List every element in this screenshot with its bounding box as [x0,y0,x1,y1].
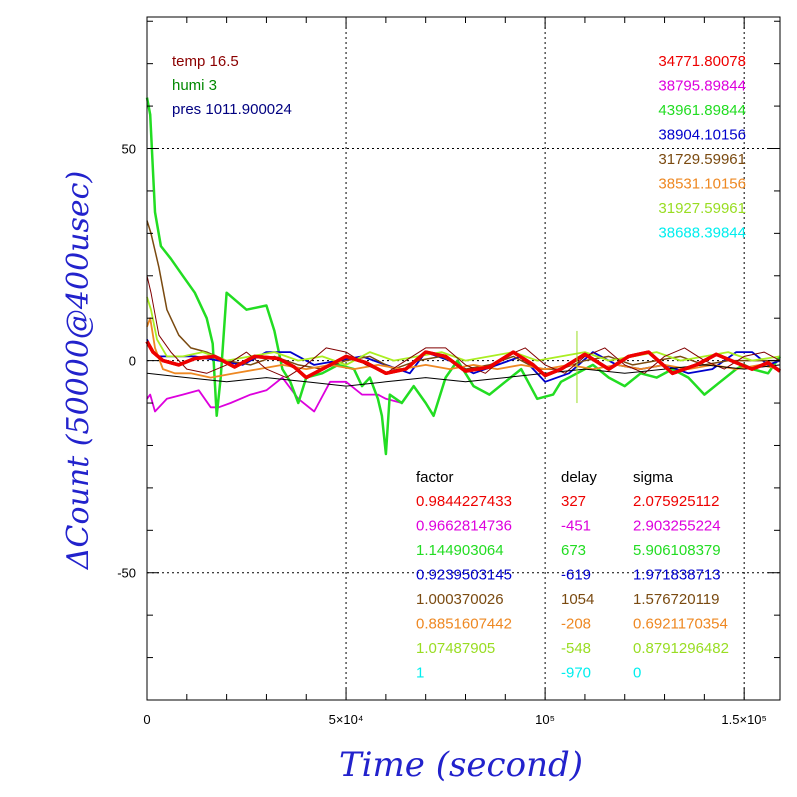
x-tick-label: 0 [143,712,150,727]
table-cell-sigma: 1.576720119 [633,591,719,608]
condition-text: temp 16.5 [172,53,239,70]
table-cell-delay: -451 [561,518,591,535]
legend-value: 34771.80078 [658,53,746,70]
legend-value: 38688.39844 [658,225,746,242]
table-cell-factor: 1 [416,665,424,682]
x-tick-label: 10⁵ [535,712,555,727]
y-tick-label: 50 [122,142,136,157]
y-tick-label: -50 [117,566,136,581]
table-cell-factor: 1.144903064 [416,542,504,559]
table-cell-delay: -208 [561,616,591,633]
legend-values: 34771.80078 38795.89844 43961.89844 38904.1… [658,53,746,242]
table-cell-delay: 673 [561,542,586,559]
series-line-10 [146,364,781,387]
legend-value: 38795.89844 [658,78,746,95]
x-tick-label: 1.5×10⁵ [721,712,767,727]
tick-labels: 0 5×10⁴ 10⁵ 1.5×10⁵ 50 0 -50 [117,142,767,727]
condition-text: humi 3 [172,77,217,94]
table-header-sigma: sigma [633,469,674,486]
y-tick-label: 0 [129,354,136,369]
table-cell-factor: 0.9662814736 [416,518,512,535]
legend-value: 43961.89844 [658,102,746,119]
series-line-4 [145,97,782,456]
legend-value: 31927.59961 [658,200,746,217]
condition-text: pres 1011.900024 [172,101,292,118]
x-axis-title: Time (second) [339,745,583,785]
table-cell-delay: 1054 [561,591,594,608]
legend-value: 38904.10156 [658,127,746,144]
plot-frame [146,16,781,701]
conditions-annotation: temp 16.5 humi 3 pres 1011.900024 [172,53,292,118]
table-cell-delay: -619 [561,567,591,584]
table-header-delay: delay [561,469,597,486]
table-cell-delay: -970 [561,665,591,682]
table-cell-sigma: 5.906108379 [633,542,721,559]
series-line-9 [146,275,781,379]
table-header-factor: factor [416,469,454,486]
table-cell-factor: 0.8851607442 [416,616,512,633]
table-cell-factor: 0.9844227433 [416,493,512,510]
ticks [146,17,780,701]
y-axis-title: ΔCount (50000@400usec) [61,171,96,570]
table-cell-sigma: 2.903255224 [633,518,721,535]
table-cell-factor: 0.9239503145 [416,567,512,584]
legend-value: 31729.59961 [658,151,746,168]
table-cell-sigma: 0.8791296482 [633,640,729,657]
table-cell-delay: -548 [561,640,591,657]
table-cell-factor: 1.07487905 [416,640,495,657]
table-cell-sigma: 2.075925112 [633,493,719,510]
table-cell-delay: 327 [561,493,586,510]
table-cell-sigma: 1.971838713 [633,567,721,584]
table-cell-sigma: 0.6921170354 [633,616,728,633]
series-layer [145,97,782,456]
x-tick-label: 5×10⁴ [329,712,364,727]
table-cell-factor: 1.000370026 [416,591,504,608]
series-line-2 [146,376,403,413]
stats-table: factor delay sigma 0.9844227433 327 2.0759251… [416,469,729,682]
legend-value: 38531.10156 [658,176,746,193]
table-cell-sigma: 0 [633,665,641,682]
series-line-1-top [145,340,782,380]
